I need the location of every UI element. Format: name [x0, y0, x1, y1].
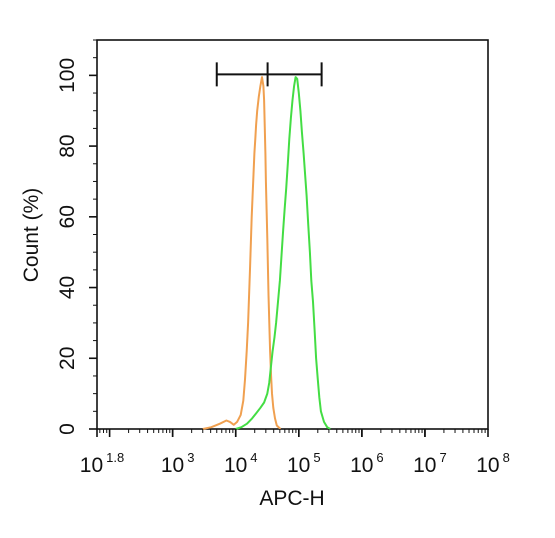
- x-axis-label: APC-H: [259, 487, 324, 510]
- y-tick-label: 60: [56, 205, 79, 228]
- x-tick-label: 10 7: [413, 450, 447, 477]
- x-tick-label: 10 5: [287, 450, 321, 477]
- x-tick-label: 10 6: [350, 450, 384, 477]
- y-axis-label: Count (%): [20, 188, 43, 283]
- y-axis-ticks: 0 20 40 60 80 100: [56, 39, 97, 435]
- y-tick-label: 40: [56, 276, 79, 299]
- x-tick-label: 10 4: [224, 450, 258, 477]
- x-axis-ticks: 10 1.8 10 3 10 4 10 5 10 6 10 7 10 8: [80, 429, 510, 477]
- gate-marker: [215, 62, 323, 87]
- x-tick-label: 10 3: [161, 450, 195, 477]
- y-tick-label: 20: [56, 347, 79, 370]
- y-tick-label: 0: [56, 423, 79, 435]
- histogram-series-2: [235, 76, 331, 430]
- histogram-series-1: [202, 76, 282, 430]
- histogram-curves: [202, 76, 331, 430]
- x-tick-label: 10 1.8: [80, 450, 124, 477]
- y-tick-label: 100: [56, 58, 79, 93]
- x-tick-label: 10 8: [476, 450, 510, 477]
- y-tick-label: 80: [56, 134, 79, 157]
